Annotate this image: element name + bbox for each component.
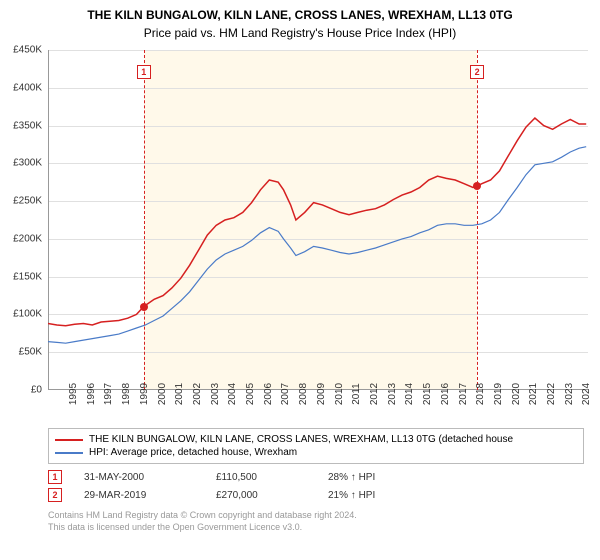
legend-item: HPI: Average price, detached house, Wrex…: [55, 446, 577, 459]
x-tick-label: 2025: [579, 383, 600, 405]
marker-box: 2: [470, 65, 484, 79]
plot-region: 12: [48, 50, 588, 390]
y-tick-label: £100K: [13, 309, 42, 320]
chart-title: THE KILN BUNGALOW, KILN LANE, CROSS LANE…: [0, 0, 600, 24]
legend-item: THE KILN BUNGALOW, KILN LANE, CROSS LANE…: [55, 433, 577, 446]
annotation-price: £110,500: [216, 472, 306, 483]
annotation-row: 1 31-MAY-2000 £110,500 28% ↑ HPI: [48, 468, 428, 486]
marker-ref-line: [144, 50, 145, 390]
legend-swatch: [55, 452, 83, 454]
series-hpi: [48, 147, 586, 344]
annotation-date: 29-MAR-2019: [84, 490, 194, 501]
chart-container: THE KILN BUNGALOW, KILN LANE, CROSS LANE…: [0, 0, 600, 560]
legend-box: THE KILN BUNGALOW, KILN LANE, CROSS LANE…: [48, 428, 584, 464]
y-tick-label: £200K: [13, 233, 42, 244]
marker-ref-line: [477, 50, 478, 390]
annotation-table: 1 31-MAY-2000 £110,500 28% ↑ HPI 2 29-MAR-201…: [48, 468, 428, 504]
y-tick-label: £150K: [13, 271, 42, 282]
legend-label: THE KILN BUNGALOW, KILN LANE, CROSS LANE…: [89, 434, 513, 445]
y-tick-label: £350K: [13, 120, 42, 131]
footnote-line: This data is licensed under the Open Gov…: [48, 522, 357, 534]
footnote: Contains HM Land Registry data © Crown c…: [48, 510, 357, 533]
marker-dot: [140, 303, 148, 311]
marker-dot: [473, 182, 481, 190]
y-tick-label: £50K: [19, 347, 42, 358]
annotation-marker-box: 1: [48, 470, 62, 484]
chart-area: 12 £0£50K£100K£150K£200K£250K£300K£350K£…: [48, 50, 588, 390]
footnote-line: Contains HM Land Registry data © Crown c…: [48, 510, 357, 522]
annotation-row: 2 29-MAR-2019 £270,000 21% ↑ HPI: [48, 486, 428, 504]
y-tick-label: £250K: [13, 196, 42, 207]
y-tick-label: £0: [31, 385, 42, 396]
y-tick-label: £400K: [13, 82, 42, 93]
series-property: [48, 118, 586, 326]
legend-label: HPI: Average price, detached house, Wrex…: [89, 447, 297, 458]
legend-swatch: [55, 439, 83, 441]
y-tick-label: £450K: [13, 45, 42, 56]
annotation-marker-box: 2: [48, 488, 62, 502]
annotation-pct: 28% ↑ HPI: [328, 472, 428, 483]
marker-box: 1: [137, 65, 151, 79]
line-series-svg: [48, 50, 588, 390]
chart-subtitle: Price paid vs. HM Land Registry's House …: [0, 24, 600, 42]
annotation-date: 31-MAY-2000: [84, 472, 194, 483]
annotation-price: £270,000: [216, 490, 306, 501]
y-tick-label: £300K: [13, 158, 42, 169]
annotation-pct: 21% ↑ HPI: [328, 490, 428, 501]
